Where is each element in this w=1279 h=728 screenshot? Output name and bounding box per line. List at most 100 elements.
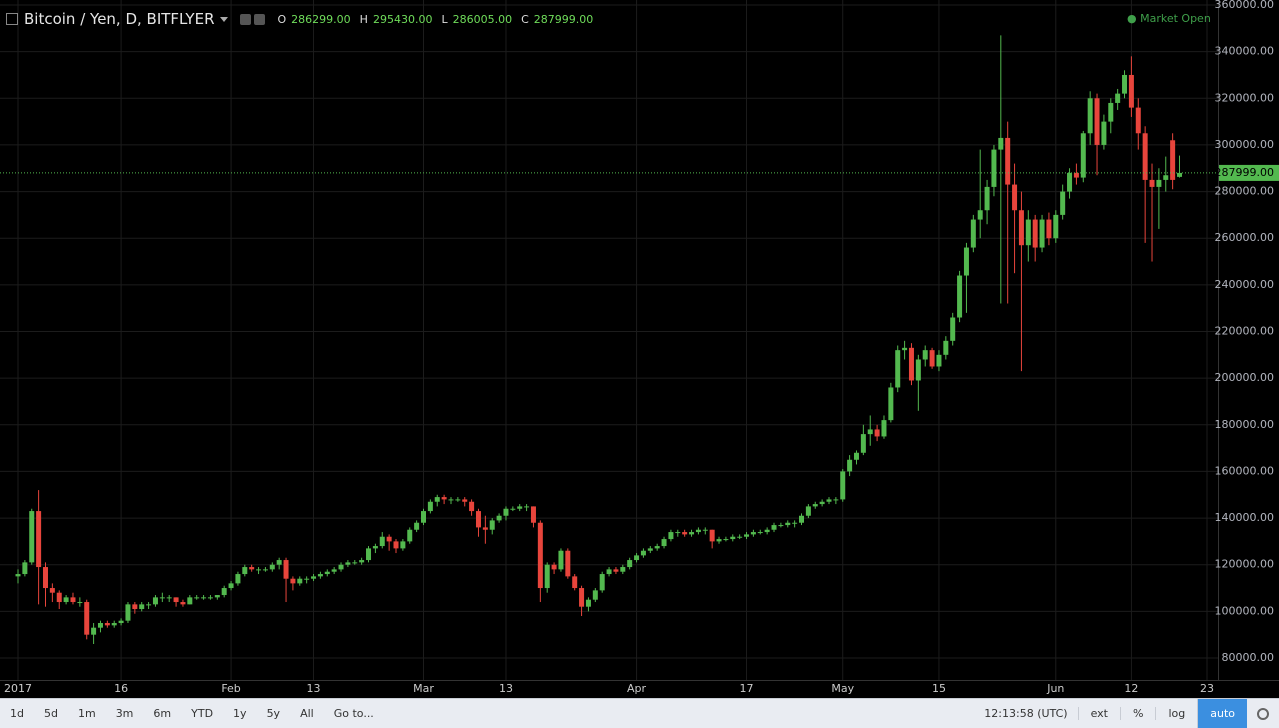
collapse-icon[interactable] xyxy=(6,13,18,25)
scale-option[interactable]: ext xyxy=(1077,707,1120,720)
ohlc-value: 295430.00 xyxy=(372,12,433,26)
range-button[interactable]: 6m xyxy=(153,707,172,720)
price-label-box xyxy=(1219,164,1279,181)
candle-body xyxy=(682,532,688,535)
x-tick-label: 2017 xyxy=(4,682,32,695)
candle-body xyxy=(544,564,550,589)
candle-body xyxy=(180,602,186,605)
candle-body xyxy=(462,499,468,502)
range-button[interactable]: YTD xyxy=(191,707,214,720)
candle-body xyxy=(1080,133,1086,178)
scale-option[interactable]: log xyxy=(1155,707,1197,720)
background xyxy=(0,0,1279,698)
candle-body xyxy=(366,548,372,561)
candle-body xyxy=(441,497,447,500)
candle-body xyxy=(1149,179,1155,187)
candle-body xyxy=(1115,93,1121,103)
market-status: ● Market Open xyxy=(1127,12,1211,25)
candle-body xyxy=(1128,74,1134,108)
candle-body xyxy=(77,602,83,604)
candle-body xyxy=(915,359,921,381)
range-button[interactable]: 5y xyxy=(266,707,281,720)
candle-body xyxy=(482,527,488,530)
candle-body xyxy=(262,569,268,571)
price-label: 287999.00 xyxy=(1215,166,1275,179)
y-tick-label: 360000.00 xyxy=(1215,0,1275,11)
candle-body xyxy=(957,275,963,318)
candle-body xyxy=(1087,98,1093,134)
x-tick-label: 12 xyxy=(1124,682,1138,695)
symbol[interactable]: Bitcoin / Yen, D, BITFLYER xyxy=(24,10,215,28)
candle-body xyxy=(283,560,289,579)
candle-body xyxy=(723,539,729,541)
range-button[interactable]: Go to... xyxy=(333,707,374,720)
candle-body xyxy=(695,529,701,533)
candle-body xyxy=(1094,98,1100,145)
candle-body xyxy=(56,592,62,603)
y-tick-label: 160000.00 xyxy=(1215,464,1275,477)
symbol-menu[interactable] xyxy=(219,16,228,22)
candle-body xyxy=(922,350,928,360)
candle-body xyxy=(152,597,158,605)
candle-body xyxy=(1046,219,1052,239)
candle-body xyxy=(812,504,818,507)
y-tick-label: 240000.00 xyxy=(1215,278,1275,291)
candle-body xyxy=(881,420,887,437)
candle-body xyxy=(400,541,406,549)
range-button[interactable]: All xyxy=(300,707,314,720)
candle-body xyxy=(345,562,351,565)
x-tick-label: Apr xyxy=(627,682,647,695)
candle-body xyxy=(689,532,695,535)
candle-body xyxy=(70,597,76,603)
candle-body xyxy=(15,574,21,577)
candle-body xyxy=(627,560,633,568)
candle-body xyxy=(634,555,640,561)
clock: 12:13:58 (UTC) xyxy=(984,707,1068,720)
candle-body xyxy=(331,569,337,572)
candle-body xyxy=(36,511,42,568)
range-button[interactable]: 1m xyxy=(77,707,96,720)
range-button[interactable]: 1d xyxy=(10,707,24,720)
range-button[interactable]: 3m xyxy=(115,707,134,720)
candle-body xyxy=(936,354,942,367)
candle-body xyxy=(943,340,949,355)
ohlc-key: C xyxy=(521,12,529,26)
candle-body xyxy=(805,506,811,516)
candle-body xyxy=(1067,172,1073,192)
candle-body xyxy=(49,588,55,593)
range-button[interactable]: 5d xyxy=(43,707,58,720)
ohlc-value: 286299.00 xyxy=(291,12,351,26)
candle-body xyxy=(874,429,880,437)
candle-body xyxy=(950,317,956,341)
candle-body xyxy=(867,429,873,435)
settings-button[interactable] xyxy=(1257,707,1269,720)
candle-body xyxy=(675,532,681,534)
candle-body xyxy=(276,560,282,565)
candle-body xyxy=(91,627,97,635)
candle-body xyxy=(853,452,859,460)
candle-body xyxy=(963,247,969,276)
candle-body xyxy=(778,525,784,527)
y-tick-label: 200000.00 xyxy=(1215,371,1275,384)
candle-body xyxy=(572,576,578,589)
x-tick-label: Feb xyxy=(221,682,240,695)
candle-body xyxy=(1005,137,1011,185)
candle-body xyxy=(1073,172,1079,178)
candle-body xyxy=(84,602,90,635)
candle-body xyxy=(764,529,770,533)
candle-body xyxy=(970,219,976,248)
candle-body xyxy=(661,539,667,547)
candle-body xyxy=(744,534,750,537)
y-tick-label: 260000.00 xyxy=(1215,231,1275,244)
candle-body xyxy=(510,508,516,510)
candle-body xyxy=(1170,140,1176,180)
candle-body xyxy=(455,499,461,501)
range-button[interactable]: 1y xyxy=(233,707,247,720)
scale-option[interactable]: % xyxy=(1120,707,1155,720)
settings-icon[interactable] xyxy=(253,13,265,25)
scale-option[interactable]: auto xyxy=(1197,698,1247,728)
hide-icon[interactable] xyxy=(239,13,251,25)
candle-body xyxy=(860,434,866,453)
candle-body xyxy=(1135,107,1141,134)
candle-body xyxy=(606,569,612,575)
